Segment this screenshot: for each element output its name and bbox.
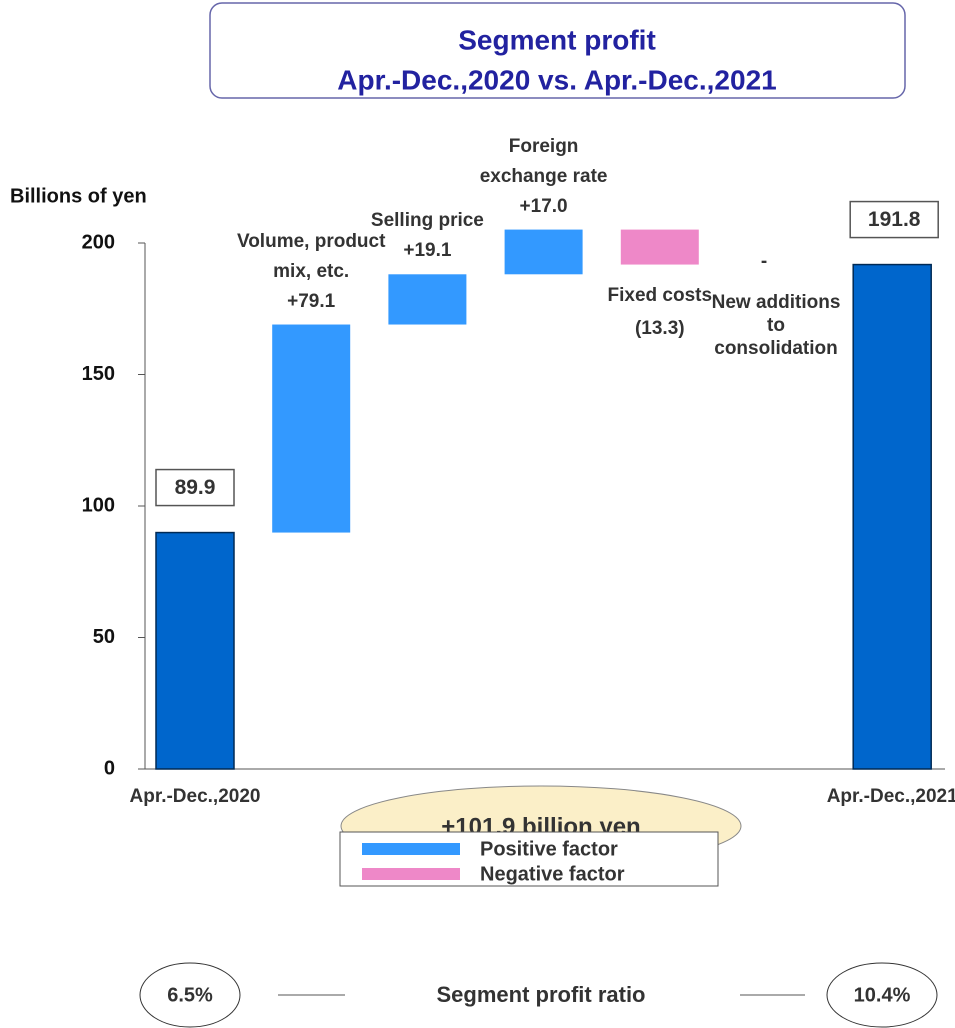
bar [620,229,699,265]
chart-title: Segment profit [458,24,656,55]
ratio-circle [139,962,241,1028]
category-label: Volume, product mix, etc. [236,230,386,282]
value-label: +79.1 [287,290,336,312]
y-tick-label: 200 [82,231,115,253]
y-tick-label: 50 [93,626,115,648]
value-label-box [155,468,235,507]
value-label-box [849,200,939,239]
step-label: Foreign exchange rate +17.0 [464,132,624,222]
value-label: 89.9 [175,476,216,499]
value-label: 191.8 [868,208,921,231]
y-tick-label: 150 [82,363,115,385]
step-label: - New additions to consolidation [706,250,846,360]
bar [272,324,351,533]
legend-swatch [362,868,460,880]
legend-label: Negative factor [480,863,625,885]
category-label: Apr.-Dec.,2021 [826,786,955,807]
y-axis-label: Billions of yen [10,185,147,207]
category-label: Foreign exchange rate [479,135,608,187]
ratio-circle [826,962,938,1028]
ratio-title: Segment profit ratio [436,982,645,1007]
bar [155,531,235,770]
step-label: Volume, product mix, etc. +79.1 [231,227,391,317]
title-box [209,2,906,99]
category-label: Fixed costs [607,284,713,306]
value-label: (13.3) [634,317,685,339]
bar [504,229,583,275]
legend-label: Positive factor [480,838,618,860]
ratio-label: 10.4% [854,984,911,1006]
category-label: New additions to consolidation [711,291,841,359]
ratio-label: 6.5% [167,984,213,1006]
y-tick-label: 0 [104,757,115,779]
chart-subtitle: Apr.-Dec.,2020 vs. Apr.-Dec.,2021 [337,64,776,95]
category-label: Selling price [370,210,484,232]
legend-swatch [362,843,460,855]
step-label: Fixed costs (13.3) [580,279,740,345]
value-label: +17.0 [519,195,568,217]
value-label: +19.1 [403,240,452,262]
category-label: Apr.-Dec.,2020 [129,786,261,807]
bar [388,274,467,325]
bar [852,263,932,770]
value-label: - [760,250,768,272]
step-label: Selling price +19.1 [347,206,507,266]
y-tick-label: 100 [82,494,115,516]
